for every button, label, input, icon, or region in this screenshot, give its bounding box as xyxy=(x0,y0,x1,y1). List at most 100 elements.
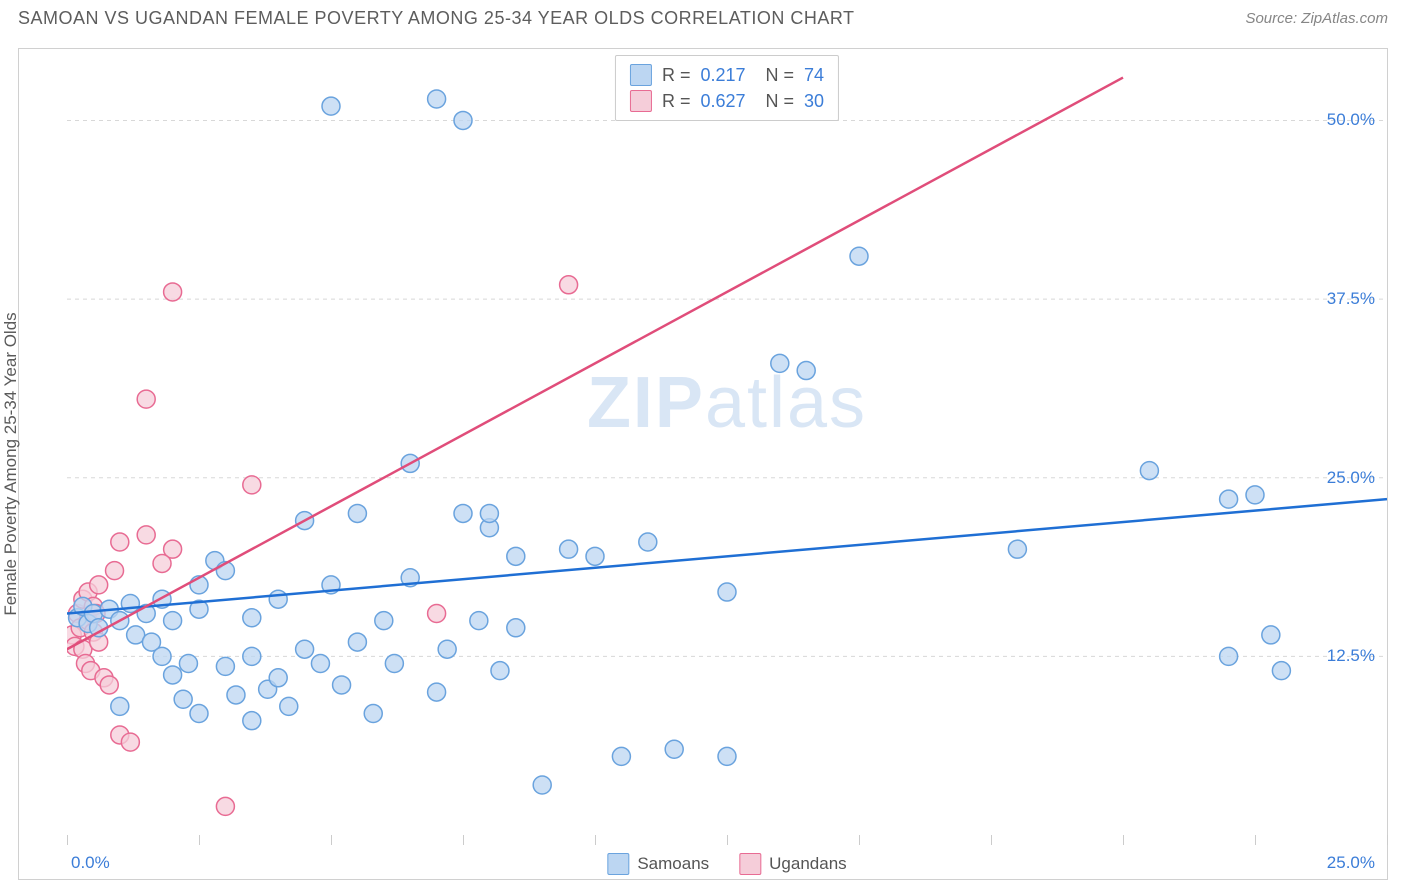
x-tick xyxy=(199,835,200,845)
samoan-point xyxy=(174,690,192,708)
samoan-point xyxy=(364,705,382,723)
samoan-point xyxy=(454,504,472,522)
ugandan-point xyxy=(243,476,261,494)
plot-area: ZIPatlas R =0.217N =74R =0.627N =30 12.5… xyxy=(67,49,1387,835)
ugandan-point xyxy=(137,526,155,544)
x-tick xyxy=(595,835,596,845)
n-label: N = xyxy=(766,65,795,86)
ugandan-point xyxy=(164,283,182,301)
samoan-point xyxy=(243,609,261,627)
legend-swatch xyxy=(630,64,652,86)
scatter-svg xyxy=(67,49,1387,835)
x-tick xyxy=(1387,835,1388,845)
x-tick xyxy=(991,835,992,845)
samoan-point xyxy=(348,633,366,651)
x-axis: 0.0% 25.0% Samoans Ugandans xyxy=(67,835,1387,879)
samoan-point xyxy=(1008,540,1026,558)
legend-item: Samoans xyxy=(607,853,709,875)
samoan-point xyxy=(179,655,197,673)
x-tick xyxy=(463,835,464,845)
samoan-point xyxy=(216,657,234,675)
samoan-point xyxy=(1220,490,1238,508)
legend-swatch xyxy=(607,853,629,875)
samoan-point xyxy=(385,655,403,673)
samoan-point xyxy=(454,111,472,129)
r-label: R = xyxy=(662,65,691,86)
samoan-point xyxy=(491,662,509,680)
samoan-point xyxy=(280,697,298,715)
legend-label: Samoans xyxy=(637,854,709,874)
y-tick-label: 12.5% xyxy=(1327,646,1375,666)
correlation-legend-row: R = 0.627 N = 30 xyxy=(630,88,824,114)
samoan-point xyxy=(243,647,261,665)
samoan-point xyxy=(296,640,314,658)
samoan-point xyxy=(333,676,351,694)
legend-swatch xyxy=(739,853,761,875)
samoan-point xyxy=(771,354,789,372)
correlation-legend-row: R =0.217N =74 xyxy=(630,62,824,88)
samoan-point xyxy=(269,590,287,608)
ugandan-point xyxy=(121,733,139,751)
chart-title: SAMOAN VS UGANDAN FEMALE POVERTY AMONG 2… xyxy=(18,8,855,29)
samoan-point xyxy=(1262,626,1280,644)
samoan-point xyxy=(322,97,340,115)
n-label: N = xyxy=(766,91,795,112)
series-legend: Samoans Ugandans xyxy=(607,853,846,875)
y-tick-label: 37.5% xyxy=(1327,289,1375,309)
n-value: 30 xyxy=(804,91,824,112)
legend-label: Ugandans xyxy=(769,854,847,874)
samoan-point xyxy=(797,362,815,380)
samoan-point xyxy=(1272,662,1290,680)
samoan-point xyxy=(348,504,366,522)
y-tick-label: 25.0% xyxy=(1327,468,1375,488)
x-tick xyxy=(727,835,728,845)
samoan-point xyxy=(850,247,868,265)
samoan-point xyxy=(428,90,446,108)
ugandan-point xyxy=(560,276,578,294)
ugandan-point xyxy=(137,390,155,408)
samoan-point xyxy=(718,583,736,601)
samoan-point xyxy=(375,612,393,630)
source-attribution: Source: ZipAtlas.com xyxy=(1245,10,1388,27)
r-label: R = xyxy=(662,91,691,112)
samoan-point xyxy=(227,686,245,704)
ugandan-point xyxy=(100,676,118,694)
x-tick xyxy=(331,835,332,845)
legend-item: Ugandans xyxy=(739,853,847,875)
x-tick xyxy=(1255,835,1256,845)
samoan-point xyxy=(612,747,630,765)
samoan-point xyxy=(269,669,287,687)
ugandan-point xyxy=(111,533,129,551)
samoan-point xyxy=(560,540,578,558)
ugandan-point xyxy=(216,797,234,815)
ugandan-point xyxy=(106,562,124,580)
samoan-point xyxy=(164,666,182,684)
samoan-point xyxy=(243,712,261,730)
legend-swatch xyxy=(630,90,652,112)
samoan-point xyxy=(507,619,525,637)
x-axis-min-label: 0.0% xyxy=(71,853,110,873)
samoan-point xyxy=(190,705,208,723)
n-value: 74 xyxy=(804,65,824,86)
samoan-point xyxy=(665,740,683,758)
correlation-legend: R =0.217N =74R =0.627N =30 xyxy=(615,55,839,121)
x-axis-max-label: 25.0% xyxy=(1327,853,1375,873)
samoan-point xyxy=(586,547,604,565)
samoan-point xyxy=(533,776,551,794)
ugandan-point xyxy=(153,554,171,572)
samoan-point xyxy=(480,504,498,522)
samoan-point xyxy=(438,640,456,658)
samoan-point xyxy=(470,612,488,630)
chart-container: Female Poverty Among 25-34 Year Olds ZIP… xyxy=(18,48,1388,880)
samoan-point xyxy=(428,683,446,701)
samoan-point xyxy=(1140,462,1158,480)
samoan-point xyxy=(1246,486,1264,504)
samoan-point xyxy=(111,697,129,715)
samoan-point xyxy=(153,647,171,665)
x-tick xyxy=(67,835,68,845)
y-tick-label: 50.0% xyxy=(1327,110,1375,130)
samoan-point xyxy=(1220,647,1238,665)
ugandan-point xyxy=(90,576,108,594)
r-value: 0.627 xyxy=(700,91,745,112)
x-tick xyxy=(859,835,860,845)
